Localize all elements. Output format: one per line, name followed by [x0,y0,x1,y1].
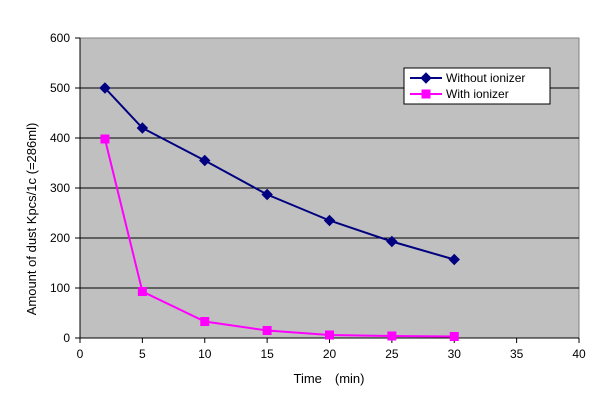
data-point [386,235,398,248]
y-axis-title: Amount of dust Kpcs/1c (=286ml) [24,123,39,316]
x-tick-label: 20 [323,347,337,361]
series-1 [99,82,460,266]
data-point [100,134,110,144]
series-2 [100,134,459,341]
data-point [387,331,397,341]
y-tick-label: 400 [50,131,70,145]
data-point [200,317,210,326]
x-tick-label: 40 [572,347,586,361]
y-tick-label: 0 [63,331,70,345]
legend-item: With ionizer [410,87,509,101]
y-tick-label: 600 [50,31,70,45]
y-tick-label: 500 [50,81,70,95]
legend: Without ionizer With ionizer [403,67,551,105]
y-tick-labels: 0 100 200 300 400 500 600 [50,31,70,345]
data-point [137,287,147,296]
x-tick-label: 35 [510,347,524,361]
data-point [448,253,460,266]
data-point [449,332,459,341]
data-point [199,154,211,167]
data-point [136,122,149,134]
x-axis-title: Time (min) [293,371,364,386]
x-tick-labels: 0 5 10 15 20 25 30 35 40 [77,347,586,361]
legend-marker [420,72,432,84]
x-tick-label: 5 [139,347,146,361]
x-tick-label: 25 [385,347,399,361]
x-tick-label: 10 [198,347,212,361]
series-group [99,82,460,341]
data-point [99,82,111,94]
legend-item: Without ionizer [410,71,525,85]
x-tick-label: 15 [260,347,274,361]
data-point [325,330,334,340]
legend-marker [421,89,431,99]
data-point [262,326,272,335]
data-point [323,214,336,227]
x-tick-label: 30 [448,347,462,361]
legend-label: Without ionizer [446,71,525,85]
y-tick-label: 200 [50,231,70,245]
data-point [261,188,273,201]
y-tick-label: 300 [50,181,70,195]
legend-label: With ionizer [446,87,509,101]
y-tick-label: 100 [50,281,70,295]
x-tick-label: 0 [77,347,84,361]
